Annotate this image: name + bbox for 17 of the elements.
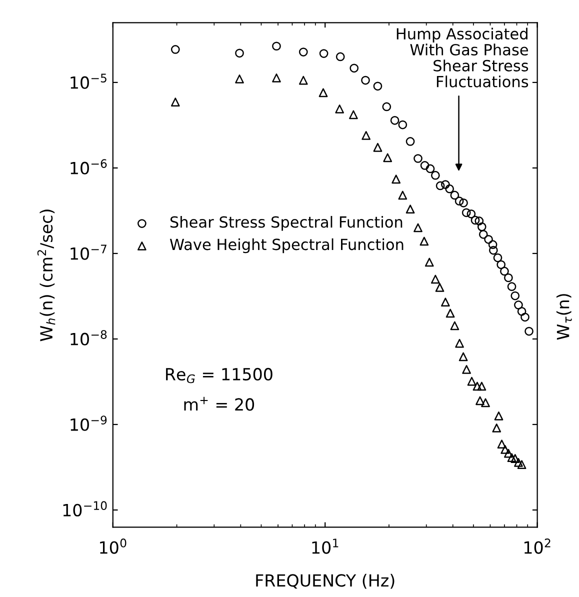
annotation: m$^{+}$ = 20 <box>184 396 254 411</box>
legend-label: Wave Height Spectral Function <box>170 238 404 254</box>
legend-label: Shear Stress Spectral Function <box>170 216 402 231</box>
y-tick-label: 10$^{−6}$ <box>70 159 107 174</box>
x-tick-label: 10$^{1}$ <box>312 538 338 554</box>
x-tick-label: 10$^{2}$ <box>524 538 550 554</box>
y-tick-label: 10$^{−10}$ <box>63 501 107 516</box>
x-axis-title: FREQUENCY (Hz) <box>256 574 394 589</box>
annotation: Hump Associated With Gas Phase Shear Stress Fluctuations <box>396 28 528 88</box>
y-tick-label: 10$^{−9}$ <box>70 416 107 431</box>
y-tick-label: 10$^{−5}$ <box>70 74 106 89</box>
y-tick-label: 10$^{−8}$ <box>70 330 107 346</box>
x-tick-label: 10$^{0}$ <box>100 538 126 554</box>
annotation: Re$_{G}$ = 11500 <box>166 368 272 384</box>
y2-axis-title: W$_{τ}$(n) <box>556 294 572 340</box>
y-axis-title: W$_{h}$(n) (cm$^{2}$/sec) <box>37 210 56 342</box>
y-tick-label: 10$^{−7}$ <box>70 244 106 260</box>
